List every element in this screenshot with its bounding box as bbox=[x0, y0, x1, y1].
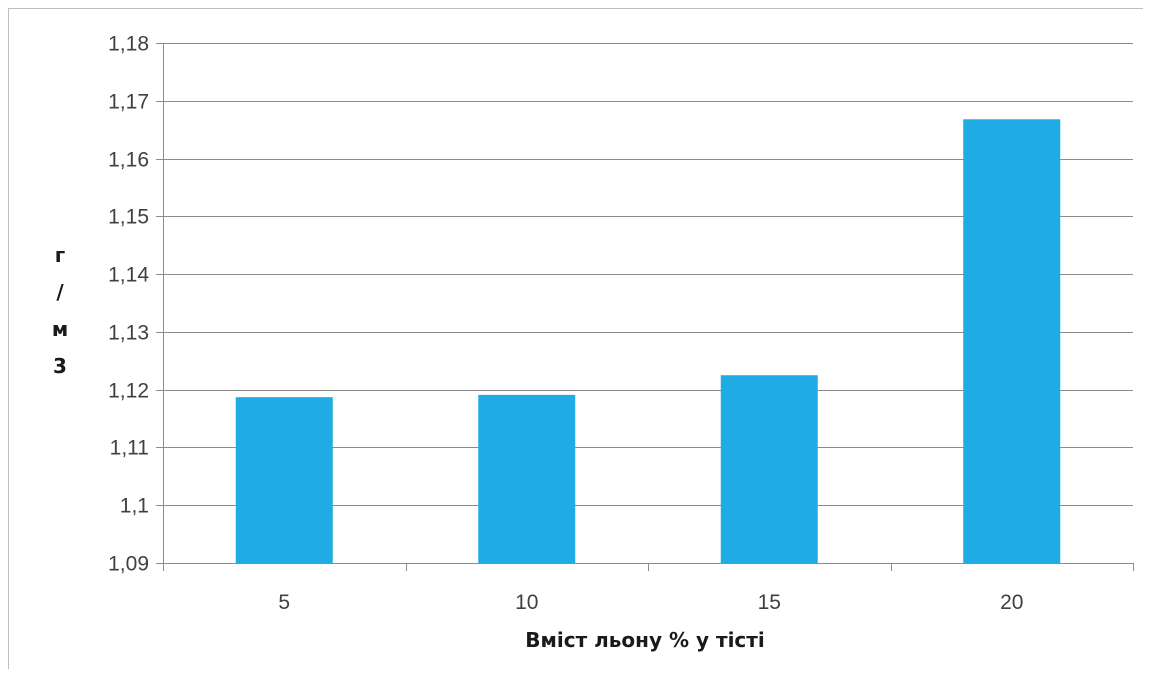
y-tick-label: 1,17 bbox=[108, 91, 149, 114]
tick-labels: 1,09 1,1 1,11 1,12 1,13 1,14 1,15 1,16 1,17 1,18 5… bbox=[108, 33, 1023, 615]
y-tick-label: 1,15 bbox=[108, 206, 149, 229]
bars bbox=[235, 119, 1061, 564]
x-tick-label: 20 bbox=[1000, 591, 1023, 614]
x-tick-label: 15 bbox=[758, 591, 781, 614]
chart-frame bbox=[8, 8, 1143, 669]
y-tick-label: 1,13 bbox=[108, 322, 149, 345]
y-tick-label: 1,16 bbox=[108, 149, 149, 172]
y-tick-label: 1,1 bbox=[120, 495, 149, 518]
x-tick-label: 5 bbox=[278, 591, 290, 614]
bar bbox=[720, 375, 818, 563]
bar bbox=[478, 394, 576, 563]
y-tick-label: 1,12 bbox=[108, 380, 149, 403]
x-axis-title: Вміст льону % у тісті bbox=[525, 628, 764, 652]
axes bbox=[156, 43, 1134, 571]
y-axis-title: г / м 3 bbox=[52, 243, 68, 378]
y-tick-label: 1,09 bbox=[108, 553, 149, 576]
bar bbox=[235, 397, 333, 563]
y-tick-label: 1,14 bbox=[108, 264, 149, 287]
y-tick-label: 1,18 bbox=[108, 33, 149, 56]
y-tick-label: 1,11 bbox=[110, 437, 149, 460]
bar bbox=[963, 119, 1061, 564]
x-tick-label: 10 bbox=[515, 591, 538, 614]
